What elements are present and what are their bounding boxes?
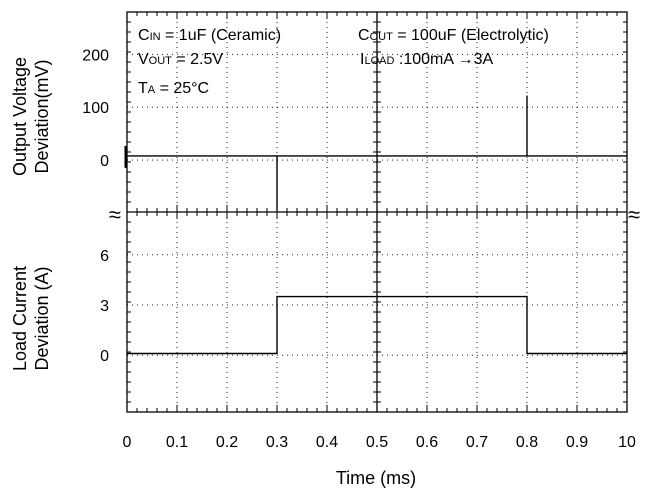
x-tick-label: 0.1	[166, 434, 188, 451]
axis-break-symbol-left: ≈	[109, 202, 121, 227]
plot-frame	[126, 11, 628, 413]
voltage-trace	[127, 95, 627, 211]
traces	[124, 95, 627, 355]
x-tick-label: 0.2	[216, 434, 238, 451]
x-tick-label: 10	[618, 434, 636, 451]
ta-annotation: TA = 25°C	[138, 80, 209, 97]
x-tick-label: 0.8	[516, 434, 538, 451]
vout-annotation: VOUT = 2.5V	[138, 51, 223, 68]
iload-annotation: ILOAD :100mA →3A	[360, 51, 493, 68]
x-tick-label: 0.9	[566, 434, 588, 451]
x-tick-label: 0	[123, 434, 132, 451]
x-tick-label: 0.3	[266, 434, 288, 451]
voltage-y-tick-label: 200	[82, 47, 109, 64]
x-tick-label: 0.6	[416, 434, 438, 451]
voltage-y-tick-label: 100	[82, 100, 109, 117]
voltage-y-axis-title: Output Voltage	[10, 57, 30, 176]
cout-annotation: COUT = 100uF (Electrolytic)	[358, 27, 549, 44]
current-trace	[127, 295, 627, 355]
x-tick-label: 0.5	[366, 434, 388, 451]
labels: ≈ ≈0 0.1 0.2 0.3 0.4 0.5 0.6 0.7 0.8 0.9 100100200O…	[10, 47, 640, 451]
x-tick-label: 0.4	[316, 434, 338, 451]
cin-annotation: CIN = 1uF (Ceramic)	[138, 27, 281, 44]
current-y-tick-label: 3	[100, 298, 109, 315]
current-y-tick-label: 6	[100, 248, 109, 265]
current-y-tick-label: 0	[100, 348, 109, 365]
x-axis-title: Time (ms)	[336, 468, 416, 488]
current-y-axis-title: Deviation (A)	[32, 266, 52, 370]
voltage-y-tick-label: 0	[100, 153, 109, 170]
x-tick-label: 0.7	[466, 434, 488, 451]
voltage-y-axis-title: Deviation(mV)	[32, 59, 52, 173]
axis-break-symbol-right: ≈	[628, 202, 640, 227]
current-y-axis-title: Load Current	[10, 266, 30, 371]
annotation-block: CIN = 1uF (Ceramic) COUT = 100uF (Electr…	[138, 27, 549, 97]
